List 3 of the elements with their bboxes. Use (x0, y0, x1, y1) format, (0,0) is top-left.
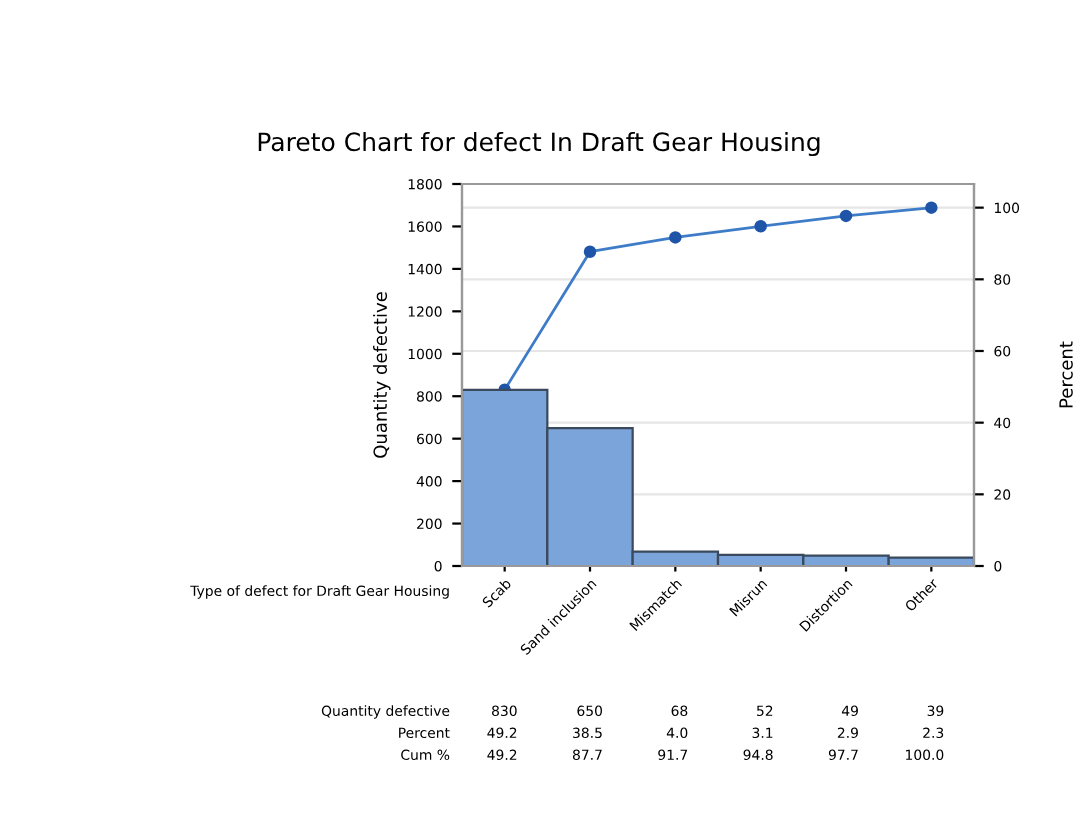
y-axis-title: Quantity defective (373, 292, 391, 458)
chart-title: Pareto Chart for defect In Draft Gear Housing (258, 131, 820, 157)
y2-axis-title: Percent (1059, 341, 1073, 408)
